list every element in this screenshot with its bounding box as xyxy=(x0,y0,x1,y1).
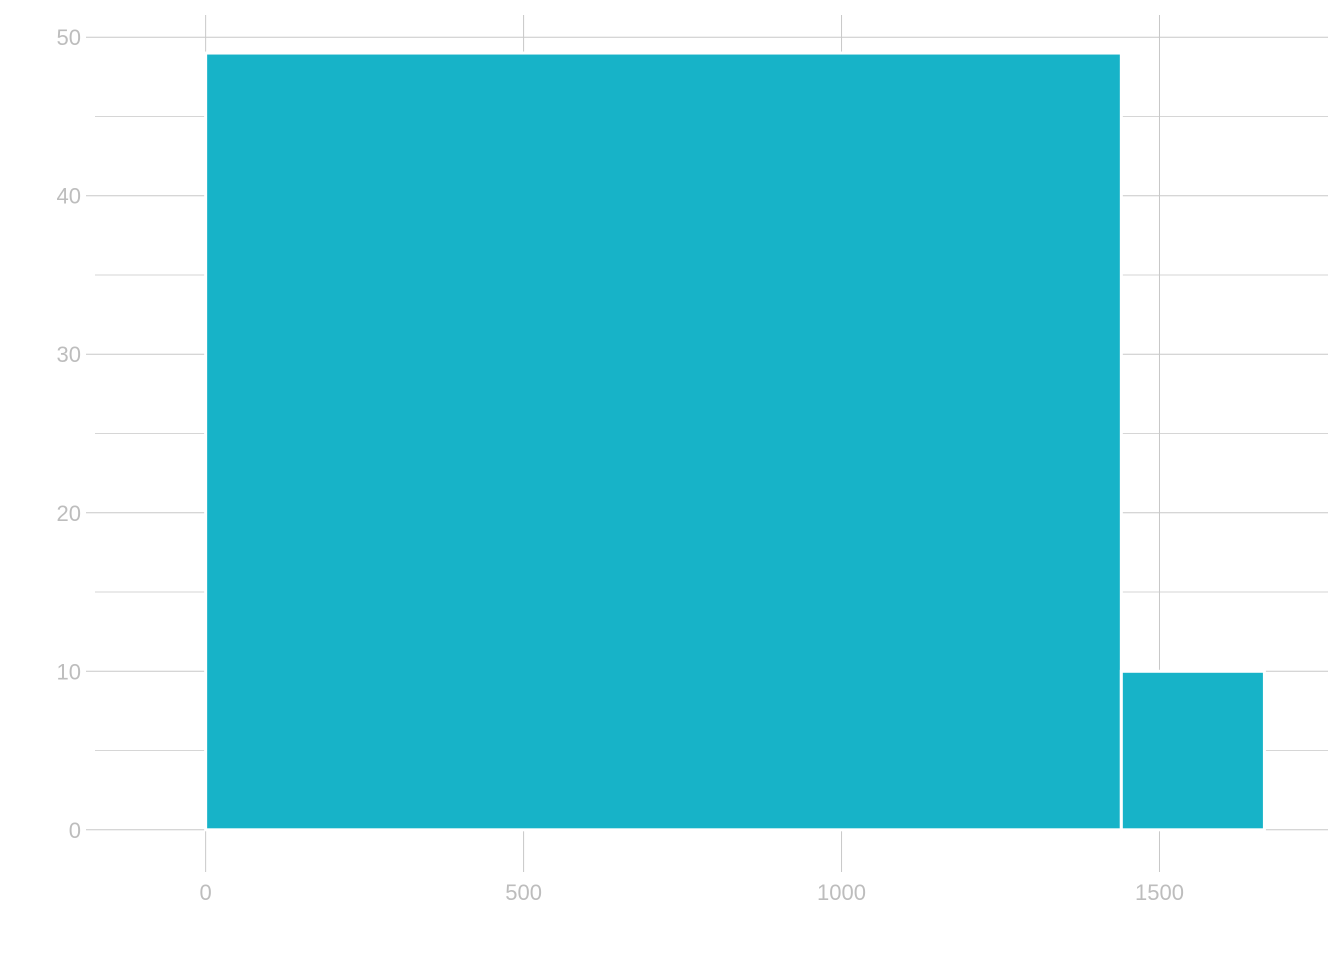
histogram-bar xyxy=(1119,669,1266,832)
y-tick-label: 0 xyxy=(69,818,81,843)
x-tick-label: 1500 xyxy=(1135,880,1184,905)
y-tick-label: 20 xyxy=(57,501,81,526)
x-tick-label: 500 xyxy=(505,880,542,905)
y-axis: 0 10 20 30 40 50 xyxy=(57,25,81,843)
y-tick-label: 40 xyxy=(57,184,81,209)
histogram-bar xyxy=(204,51,1123,832)
y-tick-label: 30 xyxy=(57,342,81,367)
x-tick-label: 1000 xyxy=(817,880,866,905)
y-tick-label: 10 xyxy=(57,659,81,684)
bars xyxy=(204,51,1266,832)
y-tick-label: 50 xyxy=(57,25,81,50)
x-axis: 0 500 1000 1500 xyxy=(200,880,1184,905)
x-tick-label: 0 xyxy=(200,880,212,905)
